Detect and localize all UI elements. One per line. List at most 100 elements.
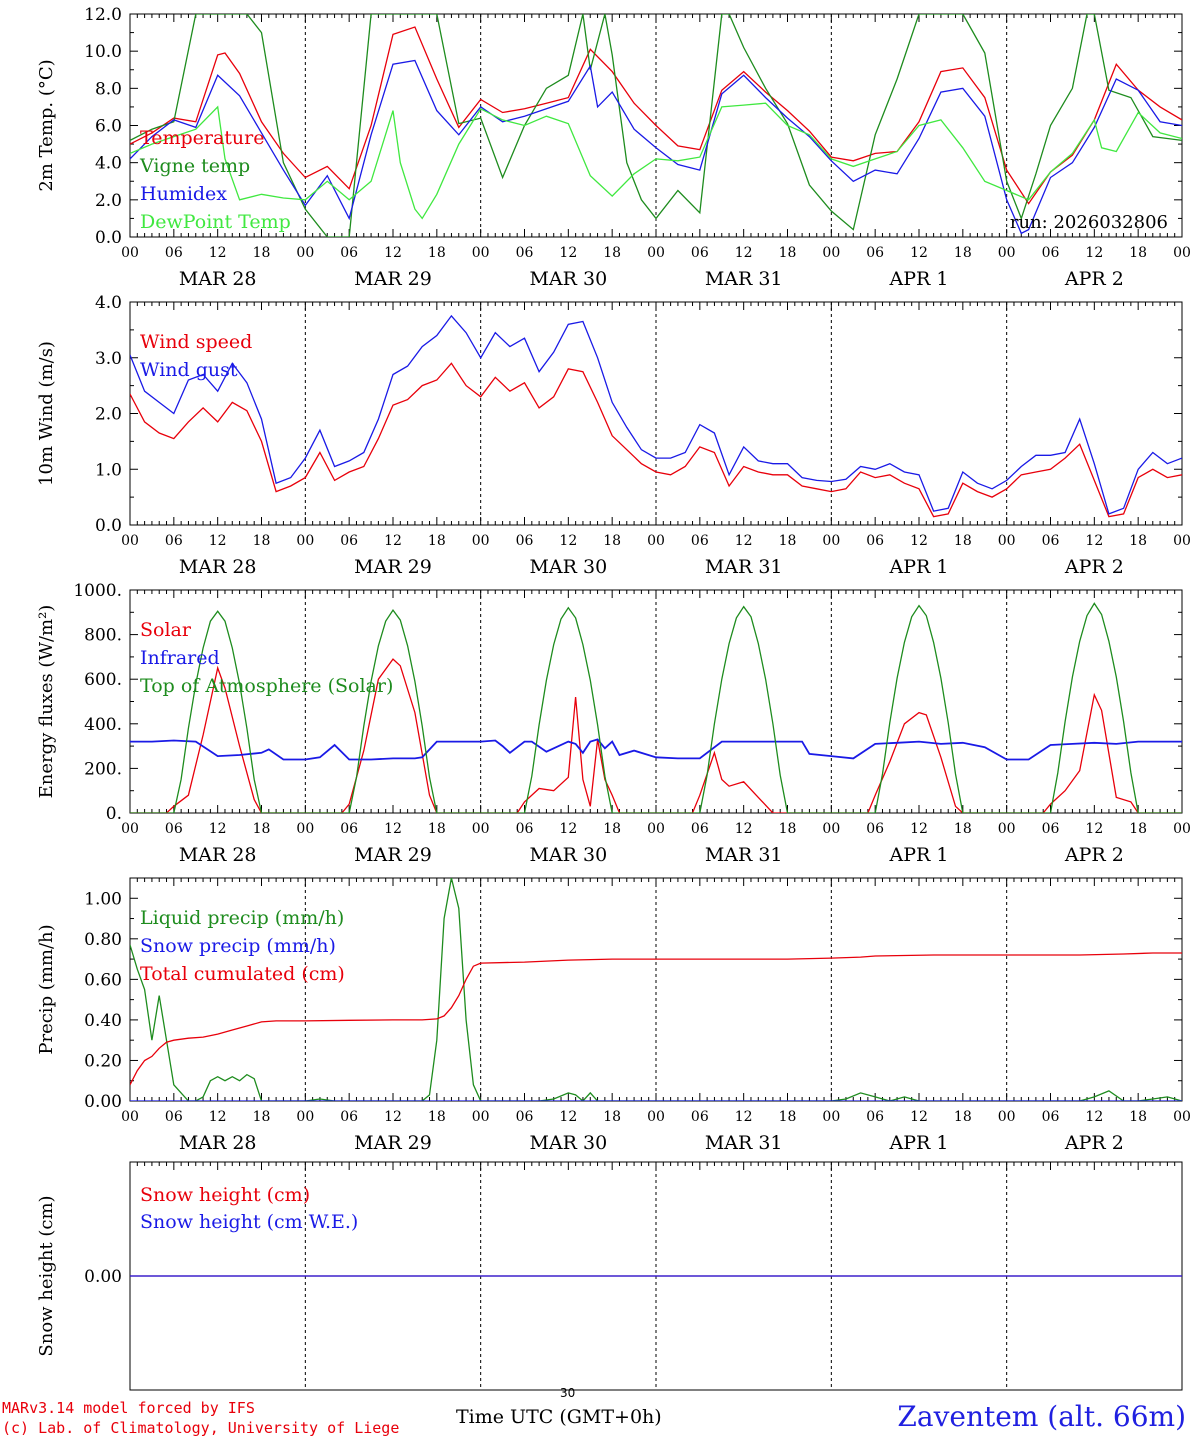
y-axis-label: Precip (mm/h): [36, 924, 57, 1054]
x-tick-label: 12: [1085, 533, 1103, 549]
x-tick-label: 18: [779, 1109, 797, 1125]
legend-entry: Liquid precip (mm/h): [140, 907, 344, 929]
series-liquid-precip-mm-h: [130, 878, 1182, 1101]
y-tick-label: 2.0: [95, 191, 122, 211]
y-tick-label: 10.0: [84, 42, 122, 62]
day-label: MAR 28: [179, 1132, 257, 1154]
y-tick-label: 4.0: [95, 154, 122, 174]
x-tick-label: 06: [516, 245, 534, 261]
day-label: MAR 31: [705, 1132, 783, 1154]
x-tick-label: 06: [866, 821, 884, 837]
x-tick-label: 18: [954, 1109, 972, 1125]
legend-entry: Snow precip (mm/h): [140, 935, 336, 957]
x-tick-label: 00: [472, 533, 490, 549]
legend-entry: Snow height (cm): [140, 1184, 310, 1206]
day-label: MAR 30: [529, 844, 607, 866]
x-tick-label: 18: [954, 821, 972, 837]
x-tick-label: 18: [779, 245, 797, 261]
x-tick-label: 06: [866, 1109, 884, 1125]
y-axis-label: 10m Wind (m/s): [36, 341, 57, 486]
day-label: APR 1: [889, 556, 949, 578]
run-label: run: 2026032806: [1010, 212, 1168, 233]
y-tick-label: 8.0: [95, 79, 122, 99]
panel-2: 0.0 1.0 2.0 3.0 4.0 10m Wind (m/s) 00 06 12 18 00 0…: [36, 293, 1191, 578]
x-tick-label: 12: [910, 245, 928, 261]
x-tick-label: 00: [1173, 821, 1191, 837]
y-tick-label: 0.80: [84, 930, 122, 950]
day-label: APR 2: [1064, 844, 1124, 866]
x-tick-label: 06: [866, 533, 884, 549]
x-tick-label: 00: [1173, 533, 1191, 549]
y-tick-label: 1000.: [73, 581, 122, 601]
x-tick-label: 00: [296, 533, 314, 549]
day-label: APR 1: [889, 844, 949, 866]
series-dewpoint-temp: [130, 102, 1182, 220]
x-tick-label: 00: [647, 1109, 665, 1125]
x-tick-label: 18: [253, 1109, 271, 1125]
x-tick-label: 18: [253, 821, 271, 837]
x-tick-label: 00: [296, 245, 314, 261]
series-wind-gust: [130, 314, 1182, 515]
x-tick-label: 06: [340, 821, 358, 837]
x-tick-label: 12: [910, 1109, 928, 1125]
x-tick-label: 18: [1129, 245, 1147, 261]
y-tick-label: 2.0: [95, 405, 122, 425]
y-tick-label: 12.0: [84, 5, 122, 25]
x-tick-label: 06: [165, 1109, 183, 1125]
panel-3: 0. 200. 400. 600. 800. 1000. Energy fluxes (W/…: [36, 581, 1191, 866]
day-label: MAR 31: [705, 844, 783, 866]
day-label: MAR 28: [179, 268, 257, 290]
y-tick-label: 600.: [84, 670, 122, 690]
y-tick-label: 1.00: [84, 889, 122, 909]
y-tick-label: 0.60: [84, 970, 122, 990]
y-tick-label: 3.0: [95, 349, 122, 369]
x-tick-label: 12: [384, 821, 402, 837]
x-tick-label: 18: [1129, 1109, 1147, 1125]
x-tick-label: 06: [1042, 245, 1060, 261]
x-tick-label: 12: [209, 533, 227, 549]
day-label: APR 2: [1064, 268, 1124, 290]
x-tick-label: 06: [866, 245, 884, 261]
x-tick-label: 00: [472, 1109, 490, 1125]
day-label: MAR 31: [705, 556, 783, 578]
x-tick-label: 18: [603, 245, 621, 261]
x-tick-label: 18: [603, 1109, 621, 1125]
x-tick-label: 18: [253, 533, 271, 549]
x-tick-label: 06: [691, 245, 709, 261]
x-tick-label: 18: [428, 533, 446, 549]
x-tick-label: 12: [559, 533, 577, 549]
x-tick-label: 12: [559, 1109, 577, 1125]
x-axis-number: 30: [560, 1386, 576, 1400]
x-tick-label: 00: [822, 245, 840, 261]
x-tick-label: 18: [428, 245, 446, 261]
x-tick-label: 06: [165, 245, 183, 261]
x-tick-label: 18: [428, 1109, 446, 1125]
x-tick-label: 06: [165, 821, 183, 837]
x-tick-label: 00: [998, 533, 1016, 549]
x-tick-label: 00: [998, 1109, 1016, 1125]
x-tick-label: 00: [998, 245, 1016, 261]
y-tick-label: 0.40: [84, 1011, 122, 1031]
x-tick-label: 00: [1173, 1109, 1191, 1125]
credit-line-2: (c) Lab. of Climatology, University of L…: [2, 1419, 400, 1437]
x-tick-label: 12: [735, 533, 753, 549]
legend-entry: Vigne temp: [139, 155, 250, 177]
y-tick-label: 1.0: [95, 460, 122, 480]
day-label: MAR 30: [529, 268, 607, 290]
x-tick-label: 12: [735, 245, 753, 261]
x-tick-label: 00: [1173, 245, 1191, 261]
legend-entry: Top of Atmosphere (Solar): [140, 675, 393, 697]
day-label: APR 2: [1064, 556, 1124, 578]
x-tick-label: 12: [1085, 245, 1103, 261]
y-axis-label: 2m Temp. (°C): [36, 59, 57, 191]
x-tick-label: 12: [384, 245, 402, 261]
x-tick-label: 06: [516, 821, 534, 837]
x-tick-label: 00: [647, 533, 665, 549]
y-tick-label: 400.: [84, 715, 122, 735]
x-tick-label: 00: [647, 245, 665, 261]
x-tick-label: 12: [209, 1109, 227, 1125]
legend-entry: Humidex: [140, 183, 227, 205]
day-label: MAR 29: [354, 268, 432, 290]
legend-entry: Infrared: [140, 647, 220, 669]
y-tick-label: 200.: [84, 759, 122, 779]
